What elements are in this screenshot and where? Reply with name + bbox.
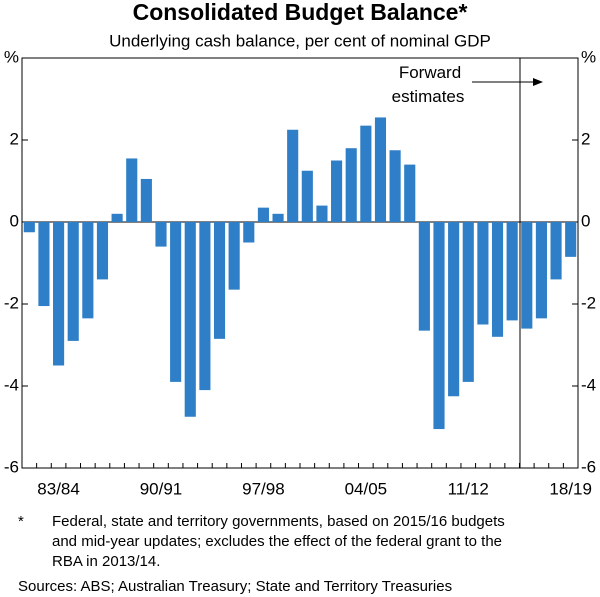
y-tick-label: % [4, 47, 19, 66]
bar [491, 222, 504, 337]
bar [82, 222, 94, 319]
bar [521, 222, 533, 329]
bar [155, 222, 167, 247]
y-tick-label: 2 [10, 129, 19, 148]
footnote: RBA in 2013/14. [52, 553, 160, 570]
bar [316, 205, 328, 222]
bar [301, 170, 313, 222]
bar [389, 150, 401, 222]
bar [257, 207, 269, 222]
bar [38, 222, 50, 307]
bar [23, 222, 35, 233]
bar [272, 213, 284, 222]
y-tick-label: -2 [4, 293, 19, 312]
bar [53, 222, 65, 366]
bar [199, 222, 211, 391]
footnote: Federal, state and territory governments… [52, 513, 505, 530]
bar [535, 222, 547, 319]
bar [360, 125, 372, 222]
y-tick-label: 0 [10, 211, 19, 230]
bar [448, 222, 460, 397]
bar [565, 222, 577, 257]
bar [287, 129, 299, 222]
bar [67, 222, 79, 341]
y2-tick-label: -6 [581, 457, 596, 476]
bar [111, 213, 123, 222]
annotation-arrowhead [533, 78, 543, 86]
y2-tick-label: 0 [581, 211, 590, 230]
y2-tick-label: % [581, 47, 596, 66]
chart-subtitle: Underlying cash balance, per cent of nom… [109, 31, 491, 50]
y-tick-label: -4 [4, 375, 19, 394]
x-tick-label: 04/05 [345, 479, 388, 498]
bar [170, 222, 182, 382]
x-tick-label: 90/91 [140, 479, 183, 498]
x-tick-label: 97/98 [242, 479, 285, 498]
footnote-marker: * [18, 513, 24, 530]
bar [404, 164, 416, 222]
bar [184, 222, 196, 417]
bar [506, 222, 518, 321]
bar [243, 222, 255, 243]
x-tick-label: 11/12 [448, 479, 489, 498]
bar [213, 222, 226, 339]
sources: Sources: ABS; Australian Treasury; State… [18, 578, 452, 595]
bar [433, 222, 445, 430]
bar [228, 222, 240, 290]
x-tick-label: 83/84 [37, 479, 80, 498]
bar [96, 222, 109, 280]
bar [462, 222, 474, 382]
footnote: and mid-year updates; excludes the effec… [52, 533, 502, 550]
bar [418, 222, 430, 331]
bar [126, 158, 138, 222]
annotation: Forward estimates [392, 63, 465, 106]
x-tick-label: 18/19 [549, 479, 592, 498]
bar [140, 178, 152, 222]
y2-tick-label: -4 [581, 375, 596, 394]
y2-tick-label: 2 [581, 129, 590, 148]
bar [331, 160, 343, 222]
y2-tick-label: -2 [581, 293, 596, 312]
bar [477, 222, 489, 325]
chart-title: Consolidated Budget Balance* [133, 0, 468, 25]
y-tick-label: -6 [4, 457, 19, 476]
bar [550, 222, 562, 280]
bar [345, 148, 357, 222]
bar [374, 117, 387, 222]
